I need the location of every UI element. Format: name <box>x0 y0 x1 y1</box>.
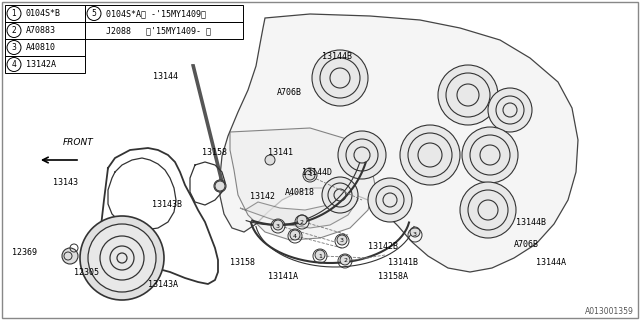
Text: 0104S*B: 0104S*B <box>26 9 61 18</box>
Bar <box>5 22 85 39</box>
Text: 12369: 12369 <box>12 248 37 257</box>
Circle shape <box>337 235 347 245</box>
Circle shape <box>376 186 404 214</box>
Circle shape <box>457 84 479 106</box>
Text: FRONT: FRONT <box>63 138 93 147</box>
Text: A40818: A40818 <box>285 188 315 197</box>
Circle shape <box>334 189 346 201</box>
Circle shape <box>312 50 368 106</box>
Circle shape <box>368 178 412 222</box>
Polygon shape <box>220 14 578 272</box>
Text: 13144: 13144 <box>153 72 178 81</box>
Text: 2: 2 <box>12 26 17 35</box>
Text: 2: 2 <box>300 220 304 225</box>
Text: 13144B: 13144B <box>516 218 546 227</box>
Text: 3: 3 <box>276 223 280 228</box>
Circle shape <box>297 215 307 225</box>
Bar <box>5 5 85 22</box>
Text: 3: 3 <box>12 43 17 52</box>
Circle shape <box>446 73 490 117</box>
Circle shape <box>328 183 352 207</box>
Bar <box>5 39 85 56</box>
Text: 13143A: 13143A <box>148 280 178 289</box>
Text: 13158: 13158 <box>230 258 255 267</box>
Circle shape <box>320 58 360 98</box>
Text: 13142: 13142 <box>250 192 275 201</box>
Text: A706B: A706B <box>514 240 539 249</box>
Circle shape <box>80 216 164 300</box>
Circle shape <box>488 88 532 132</box>
Circle shape <box>410 227 420 237</box>
Circle shape <box>470 135 510 175</box>
Circle shape <box>62 248 78 264</box>
Text: 4: 4 <box>293 234 297 238</box>
Text: 13142A: 13142A <box>26 60 56 69</box>
Text: A706B: A706B <box>277 88 302 97</box>
Circle shape <box>88 224 156 292</box>
Circle shape <box>354 147 370 163</box>
Text: 13143B: 13143B <box>152 200 182 209</box>
Polygon shape <box>240 185 358 228</box>
Circle shape <box>322 177 358 213</box>
Text: 13141A: 13141A <box>268 272 298 281</box>
Circle shape <box>346 139 378 171</box>
Text: 2: 2 <box>343 259 347 263</box>
Text: 3: 3 <box>413 233 417 237</box>
Text: A40810: A40810 <box>26 43 56 52</box>
Text: J2088   〈'15MY1409- 〉: J2088 〈'15MY1409- 〉 <box>106 26 211 35</box>
Circle shape <box>460 182 516 238</box>
Bar <box>5 56 85 73</box>
Text: 5: 5 <box>92 9 97 18</box>
Text: 13158: 13158 <box>202 148 227 157</box>
Circle shape <box>214 180 226 192</box>
Bar <box>85 5 243 22</box>
Circle shape <box>215 181 225 191</box>
Text: 3: 3 <box>340 238 344 244</box>
Text: 13141: 13141 <box>268 148 293 157</box>
Text: 13158A: 13158A <box>378 272 408 281</box>
Text: 4: 4 <box>12 60 17 69</box>
Circle shape <box>305 170 315 180</box>
Text: 13144D: 13144D <box>302 168 332 177</box>
Circle shape <box>315 250 325 260</box>
Circle shape <box>400 125 460 185</box>
Circle shape <box>496 96 524 124</box>
Circle shape <box>330 68 350 88</box>
Circle shape <box>503 103 517 117</box>
Circle shape <box>438 65 498 125</box>
Text: 13143: 13143 <box>53 178 78 187</box>
Text: 0104S*A〈 -'15MY1409〉: 0104S*A〈 -'15MY1409〉 <box>106 9 206 18</box>
Circle shape <box>338 131 386 179</box>
Circle shape <box>265 155 275 165</box>
Polygon shape <box>230 128 375 240</box>
Text: 1: 1 <box>308 172 312 178</box>
Text: A013001359: A013001359 <box>585 307 634 316</box>
Circle shape <box>383 193 397 207</box>
Circle shape <box>478 200 498 220</box>
Text: 1: 1 <box>12 9 17 18</box>
Circle shape <box>480 145 500 165</box>
Text: 13141B: 13141B <box>388 258 418 267</box>
Circle shape <box>462 127 518 183</box>
Circle shape <box>468 190 508 230</box>
Bar <box>85 22 243 39</box>
Circle shape <box>408 133 452 177</box>
Circle shape <box>340 255 350 265</box>
Text: 13144A: 13144A <box>536 258 566 267</box>
Circle shape <box>418 143 442 167</box>
Circle shape <box>290 230 300 240</box>
Text: 13144B: 13144B <box>322 52 352 61</box>
Text: 12305: 12305 <box>74 268 99 277</box>
Text: 13142B: 13142B <box>368 242 398 251</box>
Text: 1: 1 <box>318 253 322 259</box>
Text: A70883: A70883 <box>26 26 56 35</box>
Circle shape <box>273 220 283 230</box>
